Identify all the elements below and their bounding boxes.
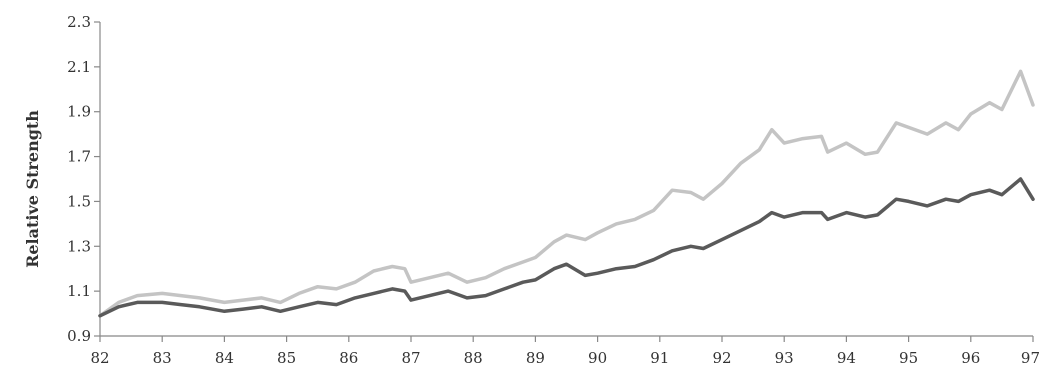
x-tick-label: 97 bbox=[1021, 349, 1040, 367]
series-layer bbox=[98, 69, 1035, 318]
y-tick-label: 1.7 bbox=[67, 148, 91, 166]
x-axis-ticks: 82 83 84 85 86 87 88 89 90 91 92 93 94 95 96 97 bbox=[90, 336, 1040, 367]
x-tick-label: 83 bbox=[153, 349, 172, 367]
series-line-1 bbox=[98, 69, 1035, 318]
y-tick-label: 0.9 bbox=[67, 327, 91, 345]
x-tick-label: 82 bbox=[90, 349, 109, 367]
x-tick-label: 86 bbox=[339, 349, 358, 367]
y-tick-label: 1.1 bbox=[67, 282, 91, 300]
y-tick-label: 1.9 bbox=[67, 103, 91, 121]
x-tick-label: 92 bbox=[712, 349, 731, 367]
x-tick-label: 91 bbox=[650, 349, 669, 367]
y-axis-ticks: 0.9 1.1 1.3 1.5 1.7 1.9 2.1 2.3 bbox=[67, 13, 100, 345]
x-tick-label: 90 bbox=[588, 349, 607, 367]
x-tick-label: 94 bbox=[837, 349, 856, 367]
y-tick-label: 1.5 bbox=[67, 192, 91, 210]
series-line-2 bbox=[98, 177, 1035, 318]
chart-axes bbox=[99, 22, 1033, 337]
x-tick-label: 88 bbox=[464, 349, 483, 367]
y-tick-label: 2.1 bbox=[67, 58, 91, 76]
y-tick-label: 1.3 bbox=[67, 237, 91, 255]
x-tick-label: 89 bbox=[526, 349, 545, 367]
y-tick-label: 2.3 bbox=[67, 13, 91, 31]
y-axis-title: Relative Strength bbox=[23, 110, 42, 268]
x-tick-label: 93 bbox=[775, 349, 794, 367]
x-tick-label: 85 bbox=[277, 349, 296, 367]
x-tick-label: 95 bbox=[899, 349, 918, 367]
x-tick-label: 84 bbox=[215, 349, 234, 367]
x-tick-label: 96 bbox=[961, 349, 980, 367]
x-tick-label: 87 bbox=[401, 349, 420, 367]
